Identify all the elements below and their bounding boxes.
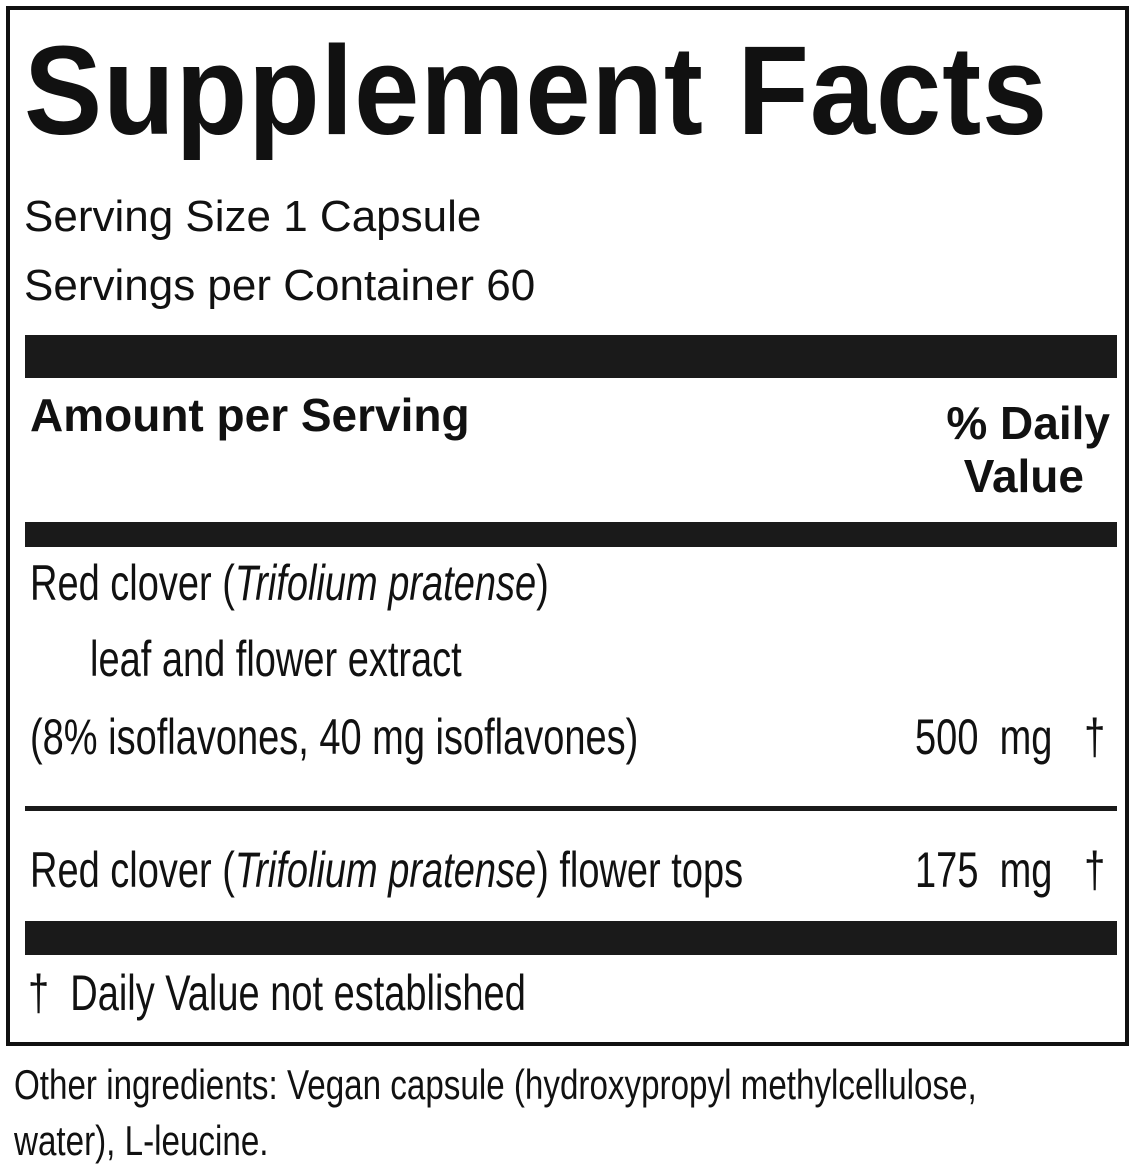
- other-ingredients-line2: water), L-leucine.: [14, 1117, 269, 1164]
- ingredient-name-suffix: ): [536, 555, 549, 611]
- ingredient-row-1-line2: leaf and flower extract: [90, 631, 462, 687]
- thick-divider-bottom: [25, 921, 1117, 955]
- thick-divider: [25, 335, 1117, 378]
- daily-value: †: [1083, 709, 1105, 765]
- amount-unit: mg: [999, 842, 1053, 898]
- ingredient-name: Red clover (: [30, 842, 235, 898]
- servings-per-container: Servings per Container 60: [24, 261, 536, 310]
- medium-divider: [25, 522, 1117, 547]
- ingredient-name: Red clover (: [30, 555, 235, 611]
- ingredient-row-1-line3: (8% isoflavones, 40 mg isoflavones): [30, 709, 639, 765]
- ingredient-row-1-name: Red clover (Trifolium pratense): [30, 558, 549, 608]
- amount-per-serving-label: Amount per Serving: [30, 389, 470, 441]
- thin-divider: [25, 806, 1117, 811]
- other-ingredients-line1: Other ingredients: Vegan capsule (hydrox…: [14, 1061, 977, 1108]
- ingredient-row-2-amount: 175 mg †: [915, 845, 1105, 895]
- daily-value-label-line1: % Daily: [946, 397, 1110, 449]
- ingredient-row-1-amount: 500 mg †: [915, 712, 1105, 762]
- daily-value: †: [1083, 842, 1105, 898]
- panel-title: Supplement Facts: [24, 20, 1049, 161]
- supplement-facts-panel: [6, 6, 1129, 1046]
- amount-value: 500: [914, 709, 979, 765]
- latin-name: Trifolium pratense: [234, 555, 537, 611]
- amount-unit: mg: [999, 709, 1053, 765]
- latin-name: Trifolium pratense: [234, 842, 537, 898]
- ingredient-row-2-name: Red clover (Trifolium pratense) flower t…: [30, 845, 743, 895]
- ingredient-name-suffix: ) flower tops: [536, 842, 744, 898]
- daily-value-label-line2: Value: [963, 450, 1084, 502]
- amount-value: 175: [914, 842, 979, 898]
- serving-size: Serving Size 1 Capsule: [24, 192, 482, 241]
- footnote: † Daily Value not established: [28, 965, 526, 1021]
